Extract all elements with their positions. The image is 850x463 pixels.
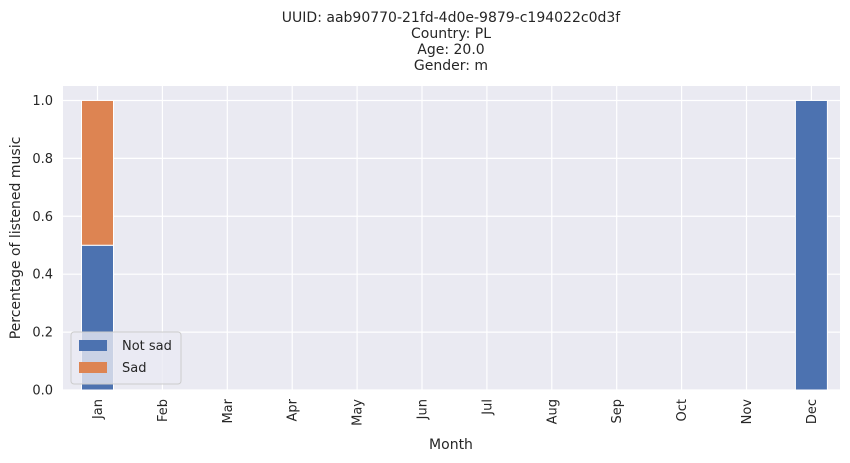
legend-swatch-sad [79,362,107,373]
legend-label-not-sad: Not sad [122,339,172,354]
x-tick-label-may: May [351,399,366,426]
x-tick-label-aug: Aug [545,399,560,424]
y-tick-label-0: 0.0 [32,384,53,399]
plot-area [63,86,840,390]
y-axis-label: Percentage of listened music [8,137,24,340]
x-axis-label: Month [429,437,473,453]
chart-title: UUID: aab90770-21fd-4d0e-9879-c194022c0d… [282,10,621,74]
x-tick-label-mar: Mar [221,398,236,423]
x-tick-label-nov: Nov [740,399,755,425]
legend-label-sad: Sad [122,361,146,376]
x-tick-label-feb: Feb [156,399,171,422]
grid [63,86,840,391]
x-tick-label-jan: Jan [91,399,106,420]
y-tick-label-4: 0.8 [32,152,53,167]
x-tick-label-sep: Sep [610,399,625,424]
legend: Not sad Sad [70,331,182,385]
title-line-1: Country: PL [411,26,491,42]
x-tick-label-oct: Oct [675,399,690,421]
y-tick-label-3: 0.6 [32,210,53,225]
x-tick-label-jun: Jun [416,399,431,420]
title-line-2: Age: 20.0 [417,42,484,58]
x-tick-label-dec: Dec [805,399,820,424]
y-tick-label-5: 1.0 [32,94,53,109]
x-tick-label-apr: Apr [286,398,301,421]
bar-sad-jan [81,99,114,246]
x-axis-ticks: Jan Feb Mar Apr May Jun Jul Aug Sep Oct Nov Dec [91,398,820,426]
bar-not-sad-dec [794,99,828,391]
title-line-0: UUID: aab90770-21fd-4d0e-9879-c194022c0d… [282,10,621,26]
y-tick-label-2: 0.4 [32,268,53,283]
x-tick-label-jul: Jul [480,399,495,416]
y-axis-ticks: 0.0 0.2 0.4 0.6 0.8 1.0 [32,94,53,399]
y-tick-label-1: 0.2 [32,326,53,341]
legend-swatch-not-sad [79,340,107,351]
title-line-3: Gender: m [414,58,488,74]
